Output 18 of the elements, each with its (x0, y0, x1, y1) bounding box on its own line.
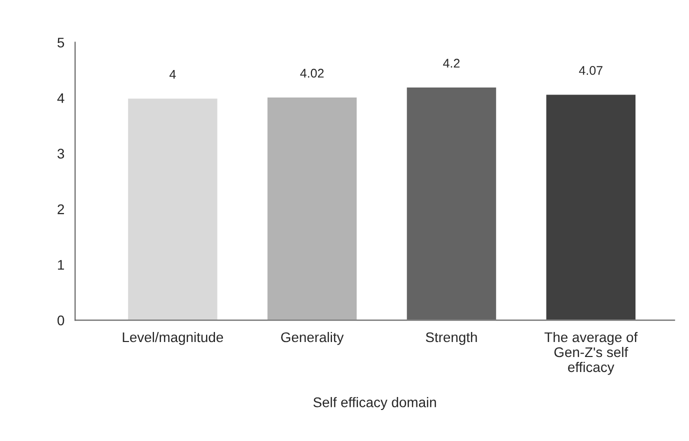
data-label: 4.07 (579, 66, 602, 75)
bar (126, 97, 219, 320)
x-tick-label: Level/magnitude (122, 332, 224, 345)
y-tick-label: 5 (58, 38, 64, 48)
bar (544, 93, 637, 320)
y-tick-label: 2 (58, 204, 64, 214)
data-label: 4.02 (300, 68, 324, 78)
data-label: 4.2 (443, 58, 460, 68)
y-tick-label: 3 (57, 148, 64, 159)
x-tick-label: Generality (281, 332, 344, 345)
x-axis-title: Self efficacy domain (313, 397, 436, 410)
y-tick-label: 4 (57, 93, 64, 103)
data-label: 4 (169, 70, 176, 79)
x-tick-label: The average of Gen-Z's self efficacy (544, 332, 638, 375)
y-tick-label: 0 (58, 316, 64, 326)
y-tick-label: 1 (58, 260, 64, 270)
bar (266, 96, 358, 320)
x-tick-label: Strength (426, 332, 477, 345)
